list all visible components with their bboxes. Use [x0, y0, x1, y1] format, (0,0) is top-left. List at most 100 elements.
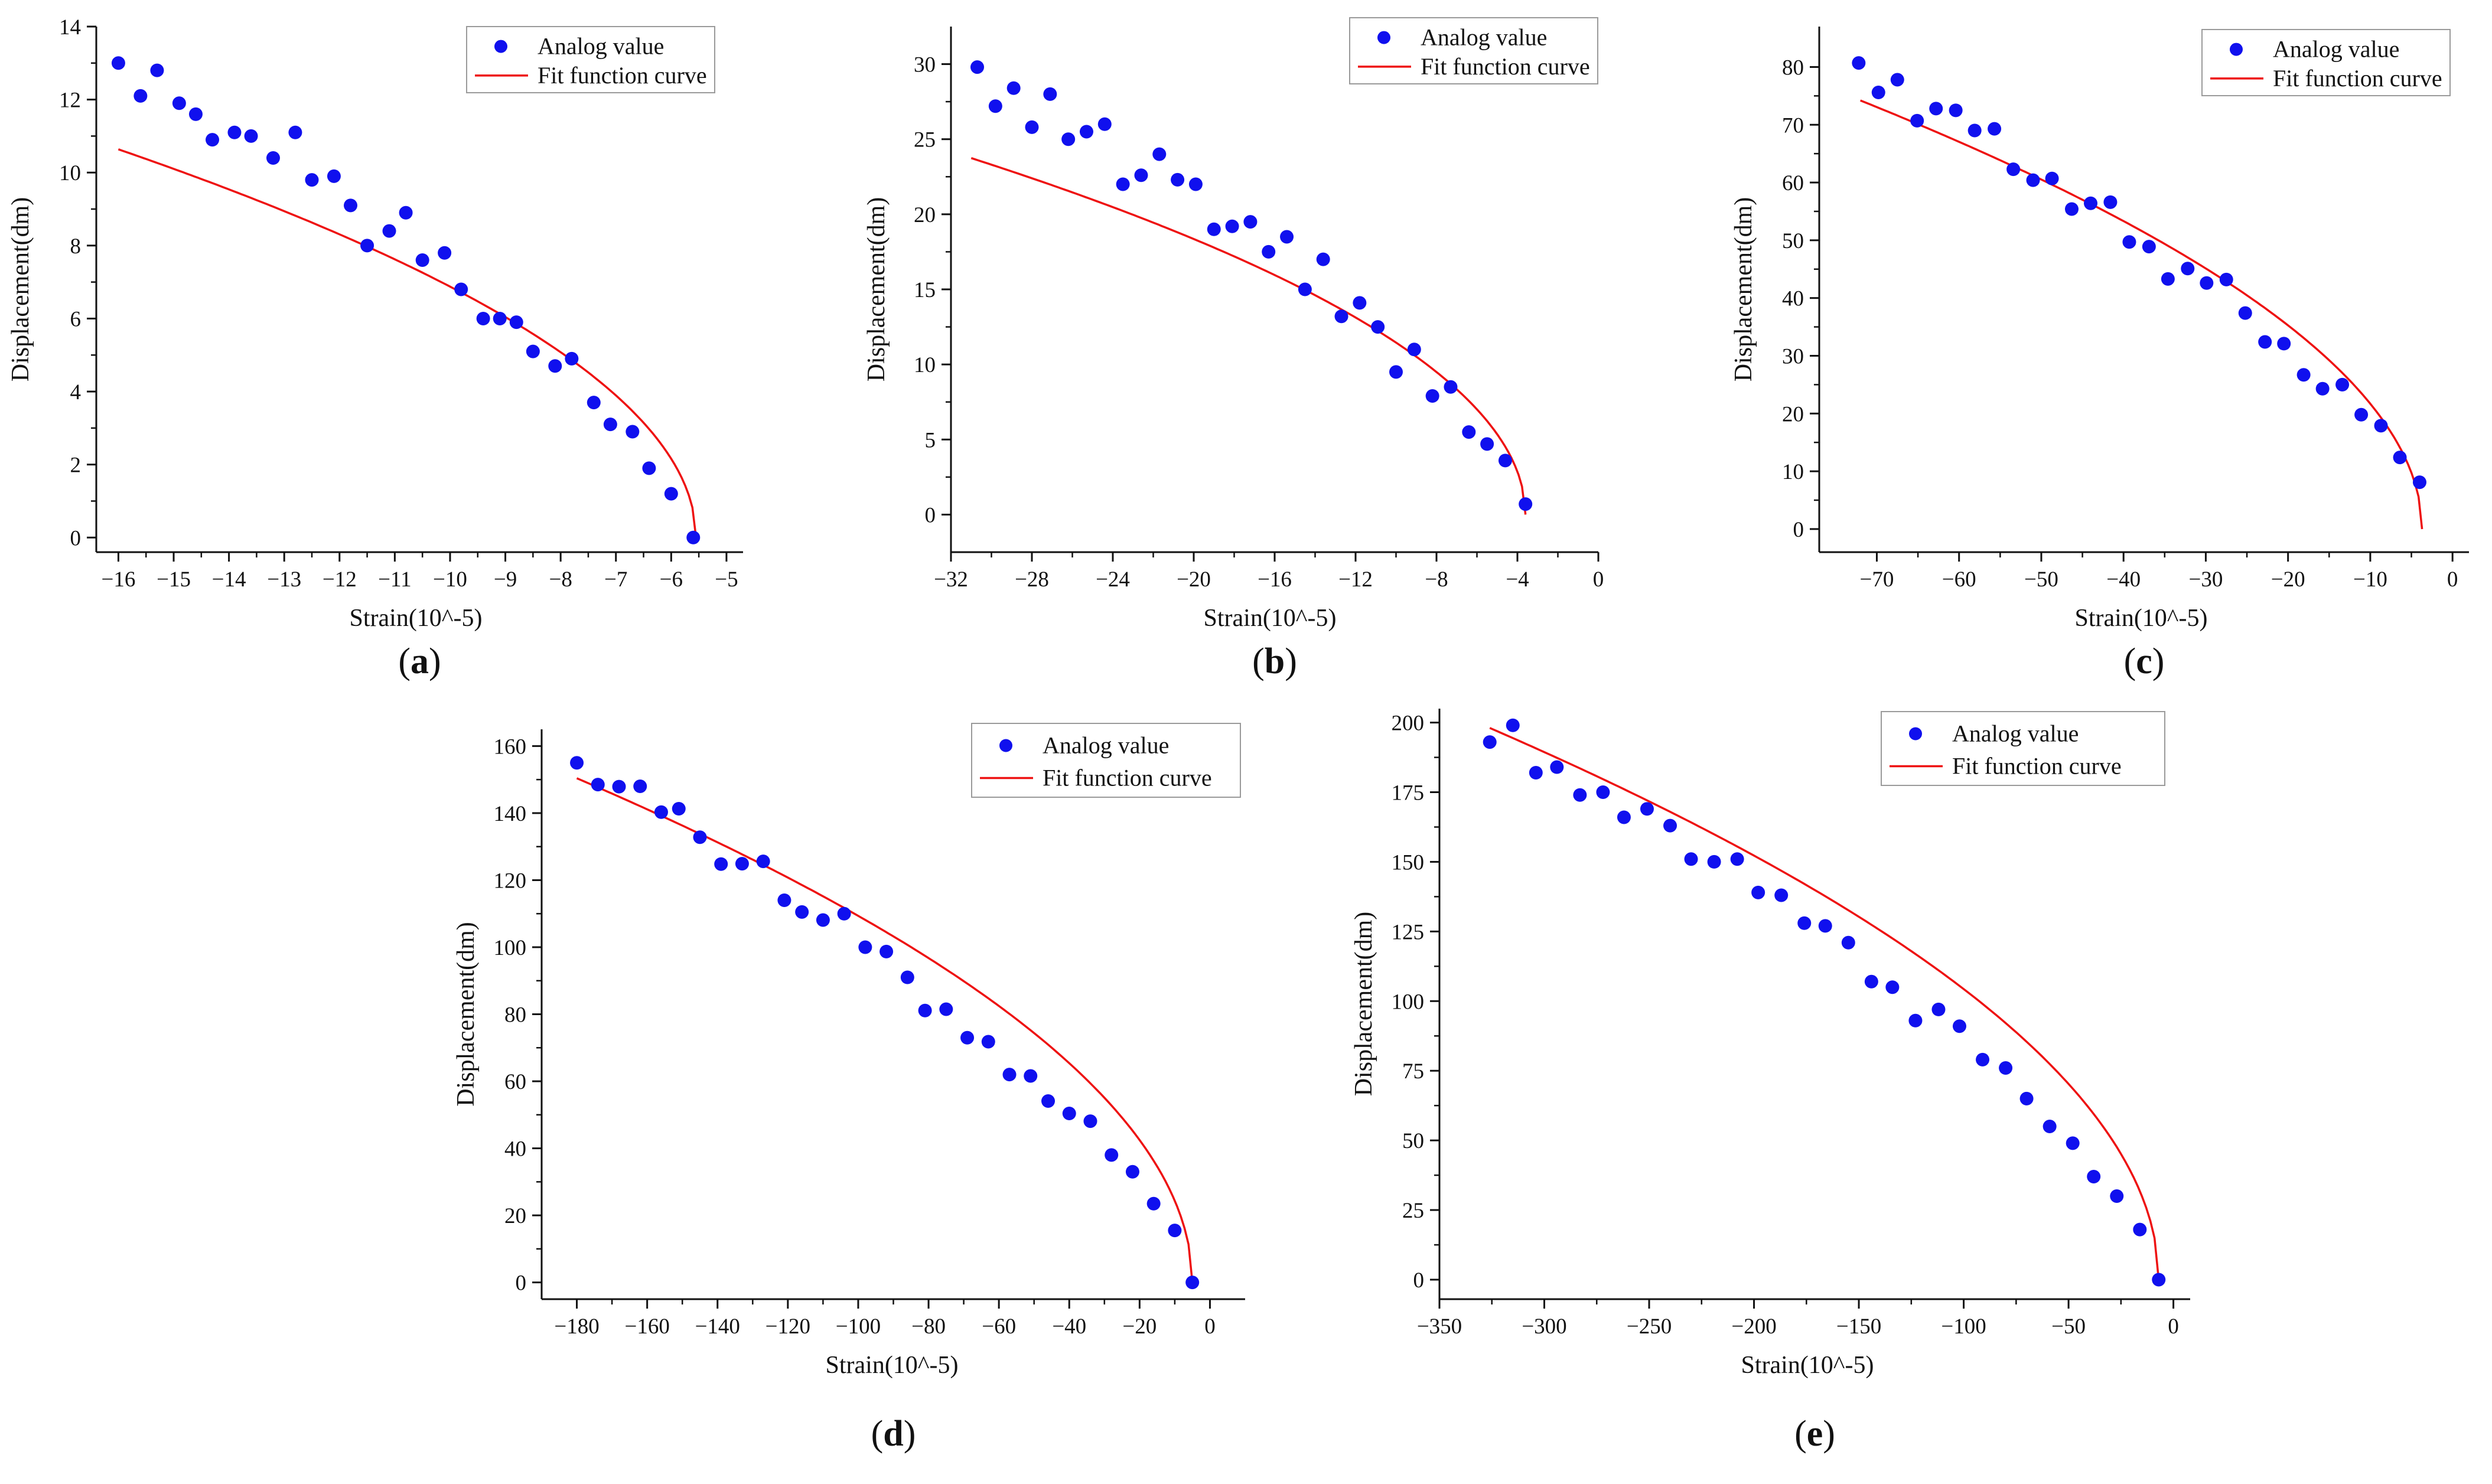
- data-point: [2354, 407, 2369, 422]
- x-tick-label: −100: [1941, 1315, 1986, 1339]
- legend-box: [1349, 17, 1598, 84]
- data-point: [2066, 1136, 2080, 1150]
- data-point: [1910, 113, 1924, 128]
- data-point: [1684, 852, 1698, 866]
- data-point: [1262, 244, 1276, 259]
- data-point: [244, 129, 258, 143]
- data-point: [1506, 718, 1520, 732]
- data-point: [626, 425, 640, 439]
- fit-curve: [118, 148, 698, 538]
- data-point: [438, 246, 452, 260]
- data-point: [1171, 172, 1185, 187]
- x-tick-label: 0: [2168, 1315, 2179, 1339]
- data-point: [988, 99, 1002, 113]
- chart-panel-b: −32 −28 −24 −20 −16 −12 −8 −4 0 0 5 10 15 20 25 30 Strai…: [863, 17, 1604, 681]
- legend-label-analog: Analog value: [2273, 36, 2399, 63]
- y-tick-label: 120: [494, 869, 527, 893]
- legend-label-analog: Analog value: [1952, 720, 2079, 747]
- chart-panel-c: −70 −60 −50 −40 −30 −20 −10 0 0 10 20 30 40 50 60 70 80 S…: [1730, 27, 2469, 681]
- legend-box: [466, 26, 715, 93]
- panel-label: (b): [1252, 641, 1297, 681]
- data-point: [1871, 85, 1885, 99]
- data-point: [900, 970, 914, 984]
- x-tick-label: −20: [1177, 567, 1211, 592]
- data-point: [1006, 81, 1021, 95]
- x-tick-label: −12: [323, 567, 357, 592]
- x-axis-title: Strain(10^-5): [2075, 605, 2208, 632]
- data-point: [1125, 1165, 1139, 1179]
- chart-panel-a: −16 −15 −14 −13 −12 −11 −10 −9 −8 −7 −6 −5 0 2 4 6 8 10 12…: [7, 15, 743, 681]
- data-point: [2200, 276, 2214, 290]
- data-point: [2277, 337, 2291, 351]
- y-tick-label: 200: [1392, 712, 1425, 736]
- y-tick-label: 75: [1402, 1059, 1424, 1084]
- data-point: [360, 239, 374, 253]
- panel-letter: a: [411, 641, 429, 681]
- panel-label: (a): [398, 641, 441, 681]
- data-point: [918, 1003, 932, 1017]
- data-point: [1425, 389, 1439, 403]
- x-tick-label: −250: [1627, 1315, 1672, 1339]
- data-point: [1389, 365, 1403, 379]
- data-point: [1885, 980, 1900, 994]
- data-point: [150, 63, 164, 77]
- x-tick-label: −120: [765, 1315, 810, 1339]
- data-point: [2045, 171, 2059, 185]
- data-point: [1185, 1276, 1200, 1290]
- y-axis-title: Displacement(dm): [863, 197, 890, 382]
- data-point: [1407, 343, 1421, 357]
- y-tick-label: 160: [494, 735, 527, 759]
- y-tick-label: 8: [70, 234, 82, 259]
- y-tick-label: 50: [1782, 229, 1804, 253]
- y-tick-label: 10: [914, 353, 936, 377]
- data-point: [2412, 475, 2426, 490]
- data-point: [1134, 168, 1148, 182]
- x-tick-label: −15: [157, 567, 191, 592]
- y-tick-label: 0: [516, 1271, 527, 1296]
- x-tick-label: −16: [101, 567, 135, 592]
- data-point: [2122, 235, 2136, 249]
- legend-box: [971, 723, 1241, 798]
- data-point: [2103, 195, 2118, 209]
- legend-point-marker: [2230, 43, 2243, 56]
- data-point: [415, 253, 429, 268]
- data-point: [1061, 132, 1076, 146]
- y-tick-label: 12: [59, 89, 81, 113]
- x-tick-label: −4: [1506, 567, 1529, 592]
- data-point: [1949, 103, 1963, 118]
- data-point: [2133, 1222, 2147, 1237]
- data-point: [399, 206, 413, 220]
- panel-letter: b: [1265, 641, 1285, 681]
- x-tick-label: −16: [1258, 567, 1292, 592]
- panel-label: (c): [2124, 641, 2165, 681]
- legend-point-marker: [1377, 31, 1390, 44]
- data-point: [1353, 296, 1367, 310]
- data-point: [1931, 1002, 1946, 1016]
- data-point: [1519, 497, 1533, 511]
- x-tick-label: −8: [549, 567, 572, 592]
- x-tick-label: −300: [1522, 1315, 1566, 1339]
- x-tick-label: 0: [1593, 567, 1604, 592]
- data-point: [2296, 368, 2311, 382]
- legend-label-fit: Fit function curve: [2273, 65, 2442, 92]
- y-tick-label: 20: [1782, 402, 1804, 426]
- data-point: [2019, 1091, 2034, 1105]
- y-tick-label: 6: [70, 307, 82, 331]
- data-point: [206, 133, 220, 147]
- data-point: [1280, 230, 1294, 244]
- panel-letter: c: [2136, 641, 2152, 681]
- data-point: [2181, 262, 2195, 276]
- data-point: [344, 198, 358, 213]
- y-axis-title: Displacement(dm): [1350, 912, 1377, 1097]
- y-tick-label: 40: [504, 1137, 526, 1162]
- data-point: [1498, 454, 1512, 468]
- data-point: [111, 56, 125, 70]
- data-point: [1041, 1094, 1056, 1108]
- data-point: [476, 311, 490, 325]
- data-point: [305, 173, 319, 187]
- legend-label-analog: Analog value: [1043, 732, 1169, 759]
- data-point: [454, 282, 468, 296]
- y-tick-label: 4: [70, 380, 82, 405]
- data-point: [227, 125, 242, 139]
